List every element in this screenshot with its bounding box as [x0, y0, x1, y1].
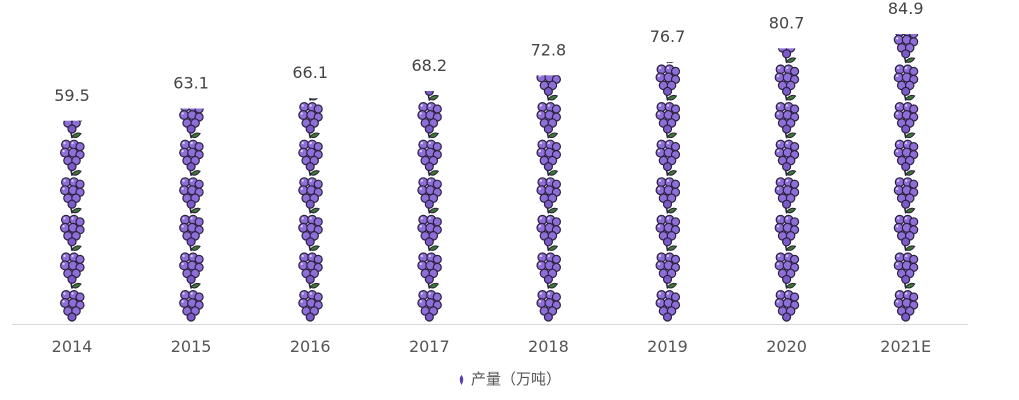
- grape-icon: [655, 94, 681, 134]
- bar-2014[interactable]: [59, 95, 85, 322]
- grape-icon: [298, 98, 324, 134]
- grape-icon: [417, 131, 443, 172]
- grape-icon: [893, 56, 919, 97]
- x-tick-label: 2018: [528, 337, 569, 356]
- grape-icon: [655, 207, 681, 247]
- x-tick-label: 2015: [171, 337, 212, 356]
- legend-grape-marker-icon: [459, 375, 464, 385]
- grape-icon: [655, 169, 681, 209]
- data-label-2014: 59.5: [54, 86, 90, 105]
- grape-icon: [893, 131, 919, 172]
- grape-icon: [536, 244, 562, 285]
- data-label-2017: 68.2: [411, 56, 447, 75]
- grape-icon: [178, 244, 204, 285]
- bar-2021E[interactable]: [893, 20, 919, 322]
- grape-icon: [298, 131, 324, 172]
- grape-icon: [178, 131, 204, 172]
- bar-2017[interactable]: [417, 57, 443, 322]
- grape-icon: [774, 244, 800, 285]
- grape-icon: [893, 282, 919, 322]
- x-tick-label: 2017: [409, 337, 450, 356]
- grape-icon: [59, 282, 85, 322]
- grape-icon: [178, 169, 204, 209]
- bar-2016[interactable]: [298, 95, 324, 322]
- grape-icon: [774, 131, 800, 172]
- legend[interactable]: 产量（万吨）: [0, 368, 1019, 389]
- x-tick-label: 2019: [647, 337, 688, 356]
- bar-2018[interactable]: [536, 57, 562, 322]
- grape-icon: [655, 282, 681, 322]
- grape-icon: [59, 131, 85, 172]
- grape-icon: [298, 244, 324, 285]
- grape-icon: [178, 108, 204, 134]
- grape-icon: [59, 169, 85, 209]
- bar-2015[interactable]: [178, 95, 204, 322]
- grape-icon: [536, 75, 562, 97]
- data-label-2020: 80.7: [769, 13, 805, 32]
- x-tick-label: 2014: [52, 337, 93, 356]
- grape-icon: [417, 282, 443, 322]
- grape-icon: [536, 282, 562, 322]
- grape-icon: [655, 244, 681, 285]
- grape-icon: [893, 207, 919, 247]
- grape-icon: [655, 62, 681, 97]
- grape-icon: [298, 282, 324, 322]
- grape-icon: [893, 34, 919, 59]
- grape-icon: [536, 94, 562, 134]
- grape-icon: [59, 244, 85, 285]
- grape-icon: [774, 56, 800, 97]
- grape-icon: [774, 169, 800, 209]
- grape-icon: [417, 244, 443, 285]
- data-label-2019: 76.7: [650, 27, 686, 46]
- data-label-2018: 72.8: [531, 40, 567, 59]
- grape-icon: [417, 94, 443, 134]
- bar-2020[interactable]: [774, 20, 800, 322]
- grape-icon: [893, 244, 919, 285]
- x-tick-label: 2020: [766, 337, 807, 356]
- grape-icon: [536, 169, 562, 209]
- grape-icon: [298, 169, 324, 209]
- x-tick-label: 2016: [290, 337, 331, 356]
- grape-icon: [417, 169, 443, 209]
- grape-icon: [536, 207, 562, 247]
- bar-2019[interactable]: [655, 57, 681, 322]
- data-label-2016: 66.1: [292, 63, 328, 82]
- grape-icon: [178, 282, 204, 322]
- grape-icon: [774, 94, 800, 134]
- legend-label: 产量（万吨）: [470, 370, 561, 388]
- grape-icon: [774, 207, 800, 247]
- grape-icon: [893, 94, 919, 134]
- grape-icon: [59, 207, 85, 247]
- grape-icon: [417, 207, 443, 247]
- data-label-2015: 63.1: [173, 73, 209, 92]
- grape-icon: [536, 131, 562, 172]
- grape-icon: [178, 207, 204, 247]
- grape-icon: [774, 282, 800, 322]
- x-tick-label: 2021E: [880, 337, 931, 356]
- data-label-2021E: 84.9: [888, 0, 924, 18]
- grape-icon: [893, 169, 919, 209]
- grape-icon: [298, 207, 324, 247]
- grape-icon: [655, 131, 681, 172]
